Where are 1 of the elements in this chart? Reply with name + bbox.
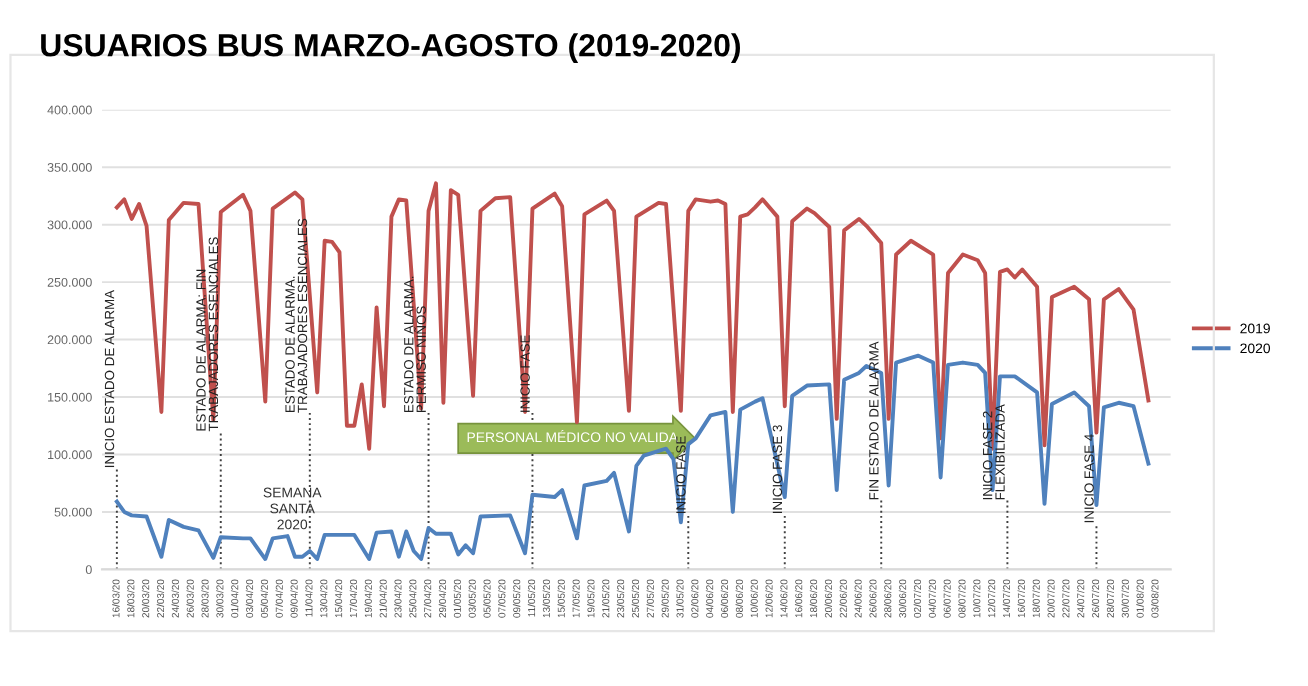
chart-title: USUARIOS BUS MARZO-AGOSTO (2019-2020) xyxy=(41,33,740,63)
